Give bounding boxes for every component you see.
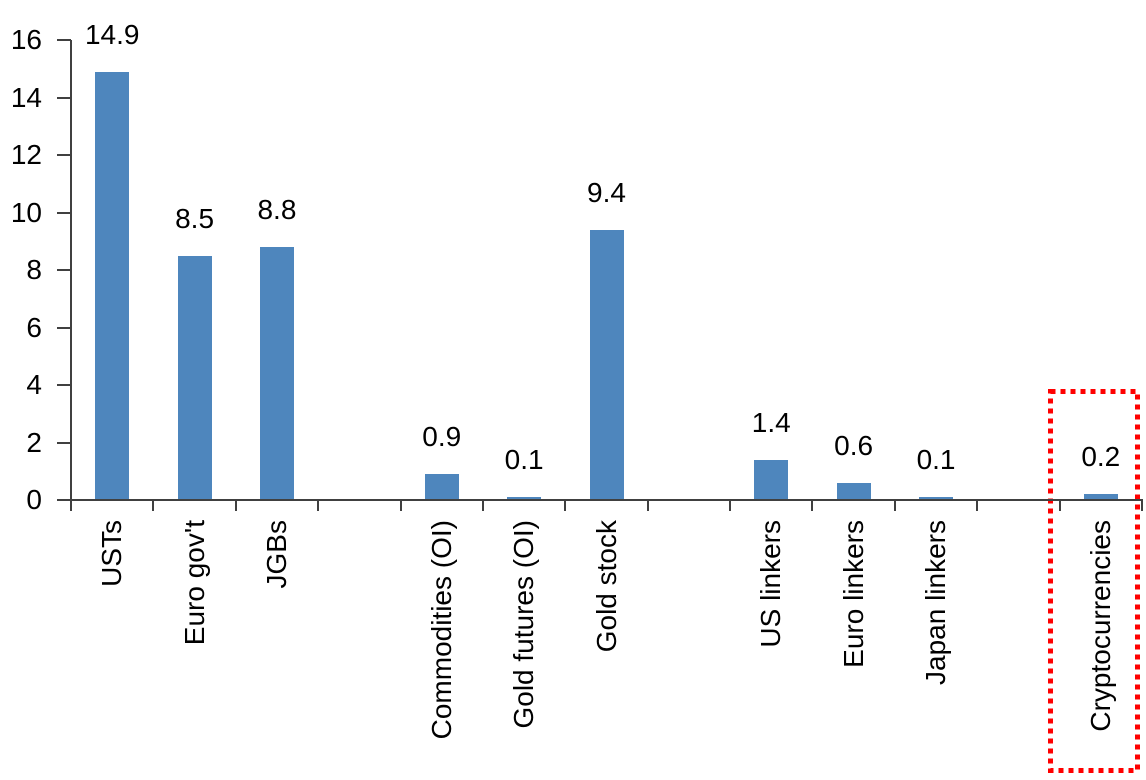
x-axis-tick <box>893 501 896 511</box>
bar-gold-stock <box>589 230 624 500</box>
y-axis-tick <box>57 269 71 271</box>
bar-euro-gov-t <box>177 256 212 500</box>
x-axis-tick <box>70 501 72 511</box>
x-axis-tick <box>729 501 732 511</box>
y-axis-tick-label: 6 <box>26 311 42 343</box>
y-axis-tick-label: 10 <box>10 196 42 228</box>
y-axis-tick <box>57 211 71 214</box>
x-axis-category-label: US linkers <box>755 520 787 648</box>
bar-value-label: 8.8 <box>257 194 297 225</box>
y-axis-line <box>70 40 72 511</box>
x-axis-tick <box>152 501 155 511</box>
x-axis-category-label: Gold stock <box>590 520 622 653</box>
x-axis-tick <box>811 501 814 511</box>
x-axis-category-label: Japan linkers <box>920 520 952 685</box>
y-axis-tick <box>57 441 71 444</box>
x-axis-category-label: Euro gov't <box>178 520 210 646</box>
x-axis-category-label: USTs <box>96 520 128 587</box>
y-axis-tick-label: 16 <box>10 24 42 55</box>
bar-cryptocurrencies <box>1083 494 1118 500</box>
bar-value-label: 0.6 <box>834 430 874 461</box>
bar-gold-futures-oi- <box>507 497 542 500</box>
x-axis-category-label: Commodities (OI) <box>425 520 457 740</box>
bar-usts <box>95 72 130 500</box>
x-axis-tick <box>1141 501 1143 511</box>
y-axis-tick-label: 2 <box>26 426 42 458</box>
bar-euro-linkers <box>836 483 871 500</box>
y-axis-tick <box>57 326 71 329</box>
bar-value-label: 9.4 <box>587 177 626 208</box>
y-axis-tick-label: 0 <box>26 484 42 515</box>
bar-us-linkers <box>754 460 789 500</box>
y-axis-tick-label: 14 <box>10 81 42 113</box>
x-axis-tick <box>481 501 484 511</box>
x-axis-category-label: Gold futures (OI) <box>508 520 540 729</box>
y-axis-tick-label: 12 <box>10 139 42 170</box>
bar-value-label: 0.1 <box>504 444 544 475</box>
x-axis-tick <box>399 501 402 511</box>
y-axis-tick <box>57 154 71 156</box>
x-axis-tick <box>564 501 567 511</box>
y-axis-tick <box>57 39 71 41</box>
x-axis-category-label: JGBs <box>260 520 292 589</box>
bar-value-label: 0.1 <box>916 444 956 475</box>
bar-value-label: 8.5 <box>175 203 215 234</box>
x-axis-category-label: Euro linkers <box>837 520 869 668</box>
x-axis-tick <box>1058 501 1061 511</box>
y-axis-tick-label: 8 <box>26 254 42 285</box>
x-axis-tick <box>234 501 237 511</box>
bar-value-label: 1.4 <box>751 407 791 438</box>
y-axis-tick <box>57 96 71 99</box>
y-axis-tick-label: 4 <box>26 369 42 400</box>
x-axis-tick <box>646 501 649 511</box>
x-axis-tick <box>317 501 320 511</box>
bar-value-label: 0.2 <box>1081 441 1121 472</box>
x-axis-line <box>70 499 1143 501</box>
x-axis-category-label: Cryptocurrencies <box>1084 520 1116 732</box>
highlight-box <box>1048 389 1140 773</box>
bar-commodities-oi- <box>424 474 459 500</box>
bar-jgbs <box>259 247 294 500</box>
y-axis-tick <box>57 499 71 501</box>
x-axis-tick <box>976 501 979 511</box>
bar-japan-linkers <box>919 497 954 500</box>
bar-value-label: 0.9 <box>422 421 462 452</box>
bar-value-label: 14.9 <box>84 19 140 50</box>
y-axis-tick <box>57 384 71 386</box>
